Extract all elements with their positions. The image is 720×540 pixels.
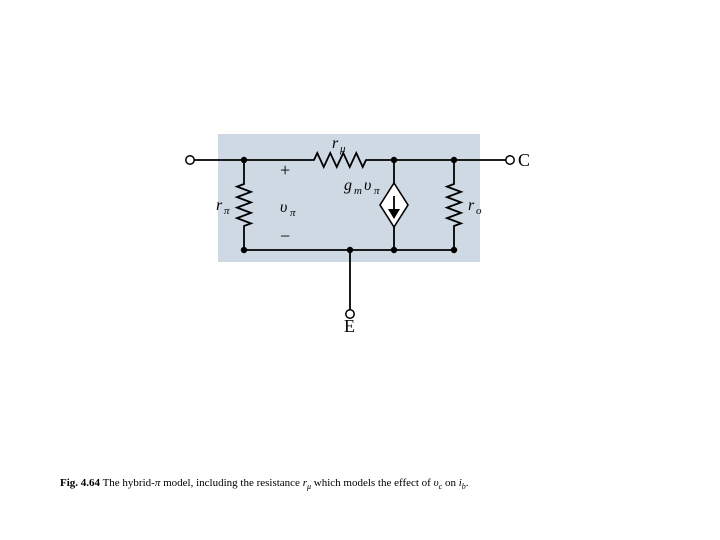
caption-t3: which models the effect of [311, 477, 434, 489]
caption-t4: on [442, 477, 459, 489]
label-r-o: r [468, 197, 475, 214]
label-r-pi-sub: π [224, 205, 230, 217]
circuit-background [218, 134, 480, 262]
junction-e_junction [347, 247, 353, 253]
terminal-B [186, 156, 194, 164]
label-r-pi: r [216, 197, 223, 214]
figure-caption: Fig. 4.64 The hybrid-π model, including … [60, 476, 660, 492]
vpi-plus: + [280, 160, 290, 180]
caption-fig-no: Fig. 4.64 [60, 477, 100, 489]
label-v-pi: υ [280, 199, 287, 216]
caption-t1: The hybrid- [100, 477, 155, 489]
terminal-C [506, 156, 514, 164]
vpi-minus: − [280, 226, 290, 246]
label-C: C [518, 150, 530, 170]
junction-right_top [451, 157, 457, 163]
junction-bot_right [451, 247, 457, 253]
junction-vccs_top [391, 157, 397, 163]
label-gm-pi: π [374, 185, 380, 197]
circuit-svg: BCErπrμro+−υπgmυπ [180, 130, 540, 340]
label-E: E [344, 316, 355, 336]
label-gm-g: g [344, 177, 352, 194]
hybrid-pi-figure: BCErπrμro+−υπgmυπ [180, 130, 540, 330]
label-r-o-sub: o [476, 205, 482, 217]
label-r-mu: r [332, 135, 339, 152]
label-v-pi-sub: π [290, 207, 296, 219]
caption-t5: . [466, 477, 469, 489]
label-gm-m: m [354, 185, 362, 197]
junction-vccs_bot [391, 247, 397, 253]
label-gm-v: υ [364, 177, 371, 194]
junction-top_left [241, 157, 247, 163]
junction-bot_left [241, 247, 247, 253]
label-r-mu-sub: μ [339, 143, 346, 155]
caption-t2: model, including the resistance [160, 477, 302, 489]
